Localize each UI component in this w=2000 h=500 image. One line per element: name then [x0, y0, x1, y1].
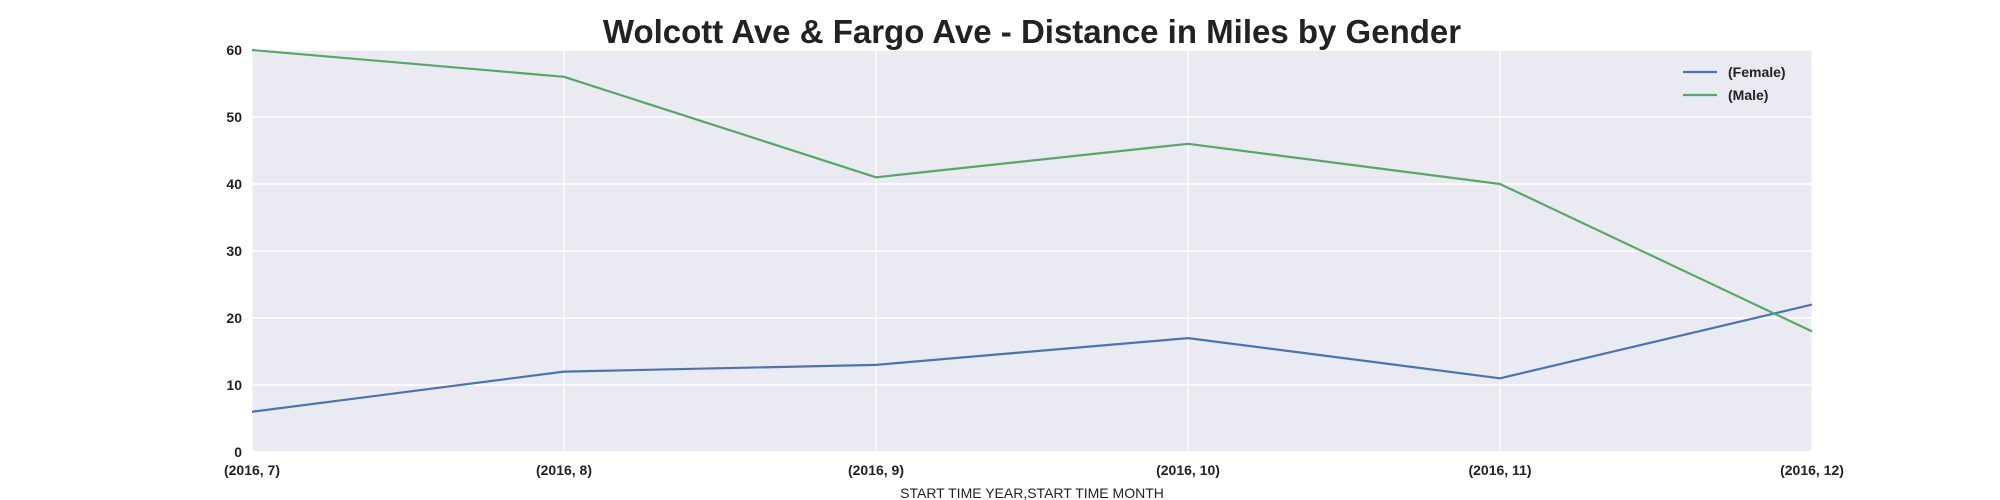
legend: (Female) (Male) [1683, 64, 1786, 103]
x-axis-label: START TIME YEAR,START TIME MONTH [900, 485, 1164, 500]
y-axis-ticks: 0 10 20 30 40 50 60 [226, 42, 242, 460]
chart-title: Wolcott Ave & Fargo Ave - Distance in Mi… [603, 13, 1461, 50]
series-line-male [251, 48, 1813, 333]
y-tick-label: 40 [226, 176, 242, 192]
y-tick-label: 10 [226, 377, 242, 393]
gridlines [251, 49, 1813, 453]
y-tick-label: 50 [226, 109, 242, 125]
series-line-female [251, 303, 1813, 413]
series-lines [251, 48, 1813, 413]
x-tick-label: (2016, 7) [224, 462, 280, 478]
x-tick-label: (2016, 11) [1468, 462, 1531, 478]
x-tick-label: (2016, 8) [536, 462, 592, 478]
legend-label-male: (Male) [1728, 87, 1768, 103]
y-tick-label: 30 [226, 243, 242, 259]
y-tick-label: 0 [234, 444, 242, 460]
x-tick-label: (2016, 12) [1780, 462, 1844, 478]
x-axis-ticks: (2016, 7) (2016, 8) (2016, 9) (2016, 10) (20… [224, 462, 1844, 478]
legend-label-female: (Female) [1728, 64, 1786, 80]
x-tick-label: (2016, 9) [848, 462, 904, 478]
x-tick-label: (2016, 10) [1156, 462, 1220, 478]
y-tick-label: 60 [226, 42, 242, 58]
y-tick-label: 20 [226, 310, 242, 326]
